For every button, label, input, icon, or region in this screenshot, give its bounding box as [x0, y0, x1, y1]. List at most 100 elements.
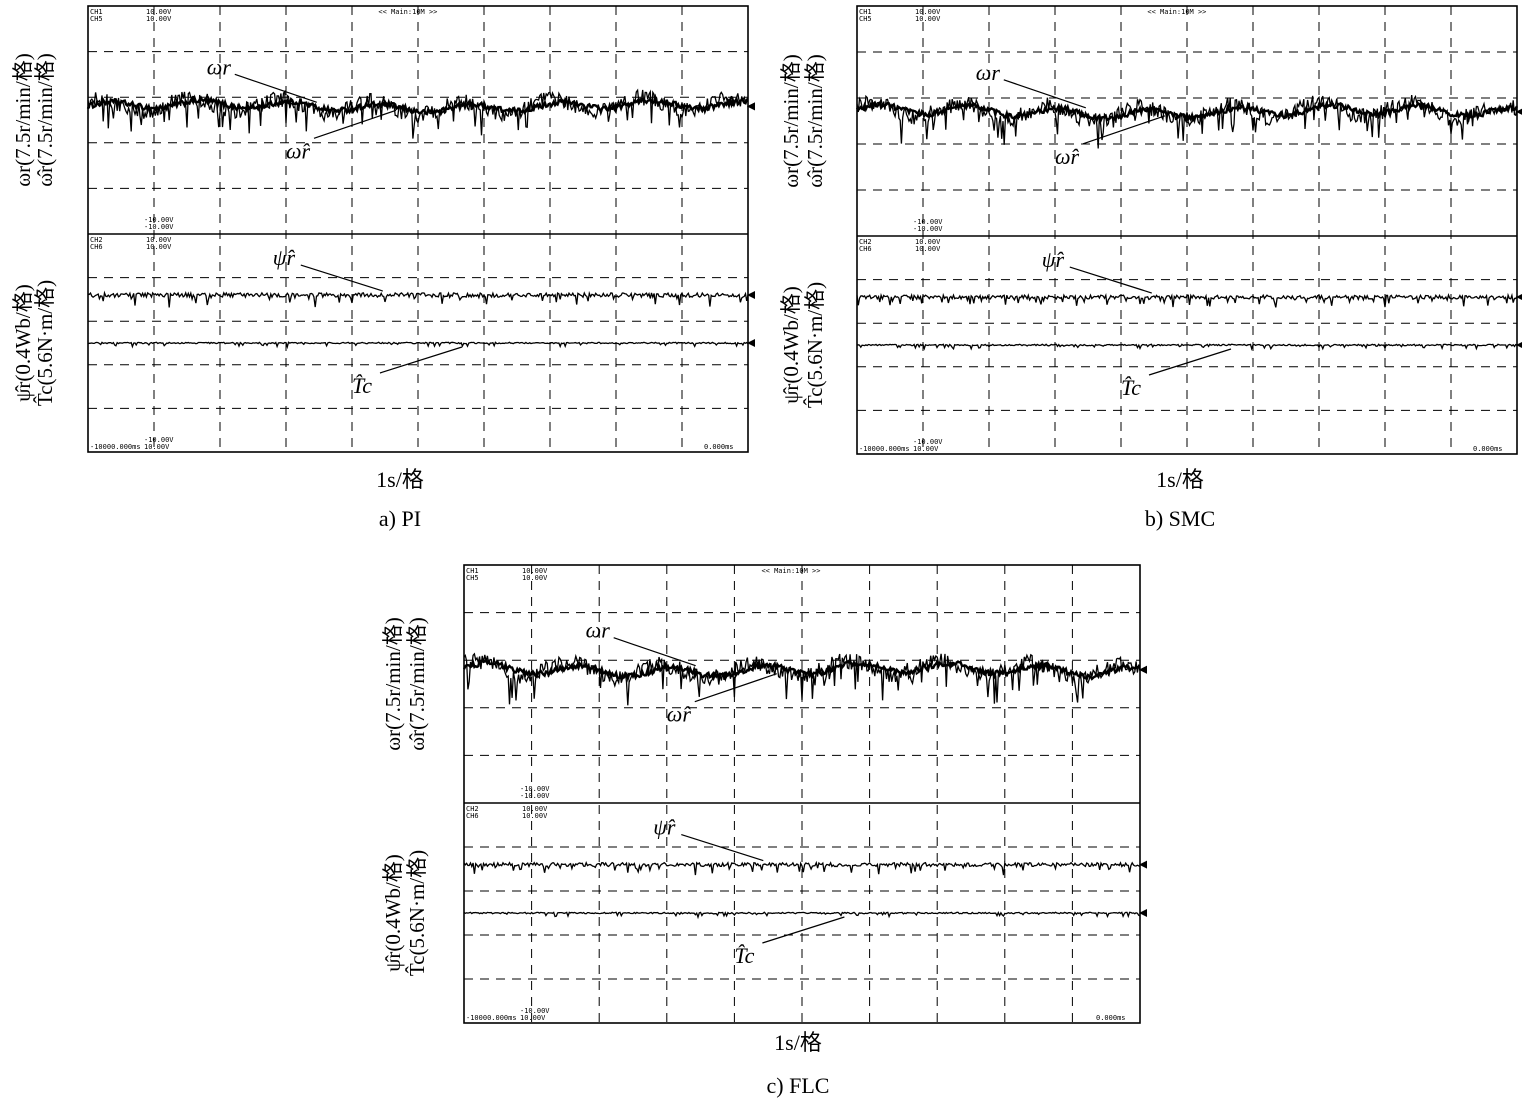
trace-lower-0 — [87, 290, 749, 308]
trace-upper-0 — [855, 100, 1519, 125]
scope-volts-bottom: 10.00V — [522, 805, 548, 813]
scope-time-right: 0.000ms — [1473, 445, 1503, 453]
scope-negvolts-top: -10.00V — [913, 218, 943, 226]
series-label: ψ̂r — [1042, 247, 1065, 272]
scope-time-left: -10000.000ms — [466, 1014, 517, 1022]
callout-line — [1082, 115, 1166, 145]
scope-channel-top: CH5 — [859, 15, 872, 23]
x-axis-label: 1s/格 — [774, 1030, 822, 1055]
y-axis-label-lower-2: T̂c(5.6N·m/格) — [405, 849, 429, 977]
trace-marker-icon — [747, 291, 755, 300]
x-axis-label: 1s/格 — [1156, 467, 1204, 492]
scope-negvolts-top: -10.00V — [144, 216, 174, 224]
scope-negvolts-top: -10.00V — [913, 225, 943, 233]
series-label: ω̂r — [1055, 144, 1080, 169]
trace-marker-icon — [1139, 909, 1147, 917]
scope-channel-bottom: CH2 — [859, 238, 872, 246]
scope-header: << Main:10M >> — [1147, 8, 1206, 16]
scope-negvolts-bottom: 10.00V — [520, 1014, 546, 1022]
callout-line — [379, 346, 463, 374]
scope-volts-top: 10.00V — [915, 8, 941, 16]
scope-volts-top: 10.00V — [146, 8, 172, 16]
scope-volts-bottom: 10.00V — [522, 812, 548, 820]
callout-line — [234, 73, 317, 103]
oscilloscope-screen: ωrω̂rψ̂rT̂cCH1CH510.00V10.00VCH2CH610.00… — [86, 5, 755, 453]
trace-lower-0 — [463, 860, 1141, 876]
chart-caption: c) FLC — [766, 1073, 830, 1098]
trace-marker-icon — [747, 339, 755, 347]
x-axis-label: 1s/格 — [376, 467, 424, 492]
trace-marker-icon — [1516, 294, 1522, 301]
scope-time-left: -10000.000ms — [90, 443, 141, 451]
trace-marker-icon — [1516, 108, 1522, 115]
callout-line — [694, 673, 777, 703]
scope-volts-bottom: 10.00V — [146, 236, 172, 244]
trace-lower-0 — [856, 292, 1518, 308]
trace-upper-0 — [462, 658, 1141, 684]
scope-negvolts-bottom: -10.00V — [520, 1007, 550, 1015]
y-axis-label-upper-2: ω̂r(7.5r/min/格) — [405, 617, 429, 751]
scope-channel-top: CH1 — [90, 8, 103, 16]
oscilloscope-screen: ωrω̂rψ̂rT̂cCH1CH510.00V10.00VCH2CH610.00… — [855, 5, 1522, 455]
scope-volts-top: 10.00V — [522, 567, 548, 575]
series-label: T̂c — [352, 373, 372, 398]
scope-volts-bottom: 10.00V — [146, 243, 172, 251]
callout-line — [1069, 266, 1152, 294]
callout-line — [681, 834, 764, 862]
y-axis-label-upper-2: ω̂r(7.5r/min/格) — [803, 54, 827, 188]
scope-volts-top: 10.00V — [915, 15, 941, 23]
scope-negvolts-top: -10.00V — [520, 792, 550, 800]
oscilloscope-screen: ωrω̂rψ̂rT̂cCH1CH510.00V10.00VCH2CH610.00… — [462, 564, 1147, 1024]
chart-panel-smc: ωr ω̂r ψ̂r T̂c CH1 CH5 10.00V 10.00V CH2 CH6 10.00… — [760, 0, 1522, 540]
callout-line — [300, 264, 383, 292]
scope-volts-bottom: 10.00V — [915, 245, 941, 253]
series-label: ω̂r — [286, 138, 311, 163]
trace-marker-icon — [1516, 342, 1522, 348]
scope-channel-bottom: CH6 — [859, 245, 872, 253]
chart-caption: b) SMC — [1144, 506, 1216, 531]
scope-negvolts-bottom: -10.00V — [913, 438, 943, 446]
scope-volts-top: 10.00V — [146, 15, 172, 23]
scope-volts-top: 10.00V — [522, 574, 548, 582]
scope-channel-top: CH1 — [859, 8, 872, 16]
callout-line — [762, 916, 845, 944]
trace-upper-1 — [856, 94, 1518, 149]
trace-marker-icon — [1139, 860, 1147, 869]
trace-marker-icon — [1139, 665, 1147, 674]
trace-upper-1 — [87, 88, 749, 139]
scope-time-right: 0.000ms — [704, 443, 734, 451]
scope-time-right: 0.000ms — [1096, 1014, 1126, 1022]
scope-channel-bottom: CH6 — [90, 243, 103, 251]
trace-upper-0 — [86, 93, 749, 117]
scope-negvolts-top: -10.00V — [144, 223, 174, 231]
callout-line — [613, 637, 696, 667]
trace-lower-1 — [87, 341, 749, 350]
scope-channel-top: CH1 — [466, 567, 479, 575]
trace-marker-icon — [747, 102, 755, 111]
scope-volts-bottom: 10.00V — [915, 238, 941, 246]
series-label: ω̂r — [667, 702, 692, 727]
callout-line — [313, 109, 397, 139]
trace-lower-1 — [463, 910, 1141, 920]
y-axis-label-lower-2: T̂c(5.6N·m/格) — [803, 281, 827, 409]
series-label: T̂c — [1121, 375, 1141, 400]
series-label: T̂c — [734, 943, 754, 968]
scope-time-left: -10000.000ms — [859, 445, 910, 453]
series-label: ωr — [976, 60, 1001, 85]
y-axis-label-upper-2: ω̂r(7.5r/min/格) — [33, 53, 57, 187]
scope-negvolts-bottom: 10.00V — [913, 445, 939, 453]
callout-line — [1003, 79, 1086, 109]
scope-channel-bottom: CH2 — [90, 236, 103, 244]
scope-channel-bottom: CH2 — [466, 805, 479, 813]
series-label: ψ̂r — [653, 815, 676, 840]
scope-negvolts-bottom: -10.00V — [144, 436, 174, 444]
scope-channel-top: CH5 — [90, 15, 103, 23]
chart-panel-flc: ωr ω̂r ψ̂r T̂c CH1 CH5 10.00V 10.00V CH2 CH6 10.00… — [360, 555, 1160, 1105]
y-axis-label-lower-2: T̂c(5.6N·m/格) — [33, 279, 57, 407]
chart-caption: a) PI — [378, 506, 422, 531]
scope-header: << Main:10M >> — [378, 8, 437, 16]
scope-channel-bottom: CH6 — [466, 812, 479, 820]
series-label: ωr — [207, 54, 232, 79]
trace-lower-1 — [856, 343, 1518, 351]
series-label: ωr — [586, 618, 611, 643]
